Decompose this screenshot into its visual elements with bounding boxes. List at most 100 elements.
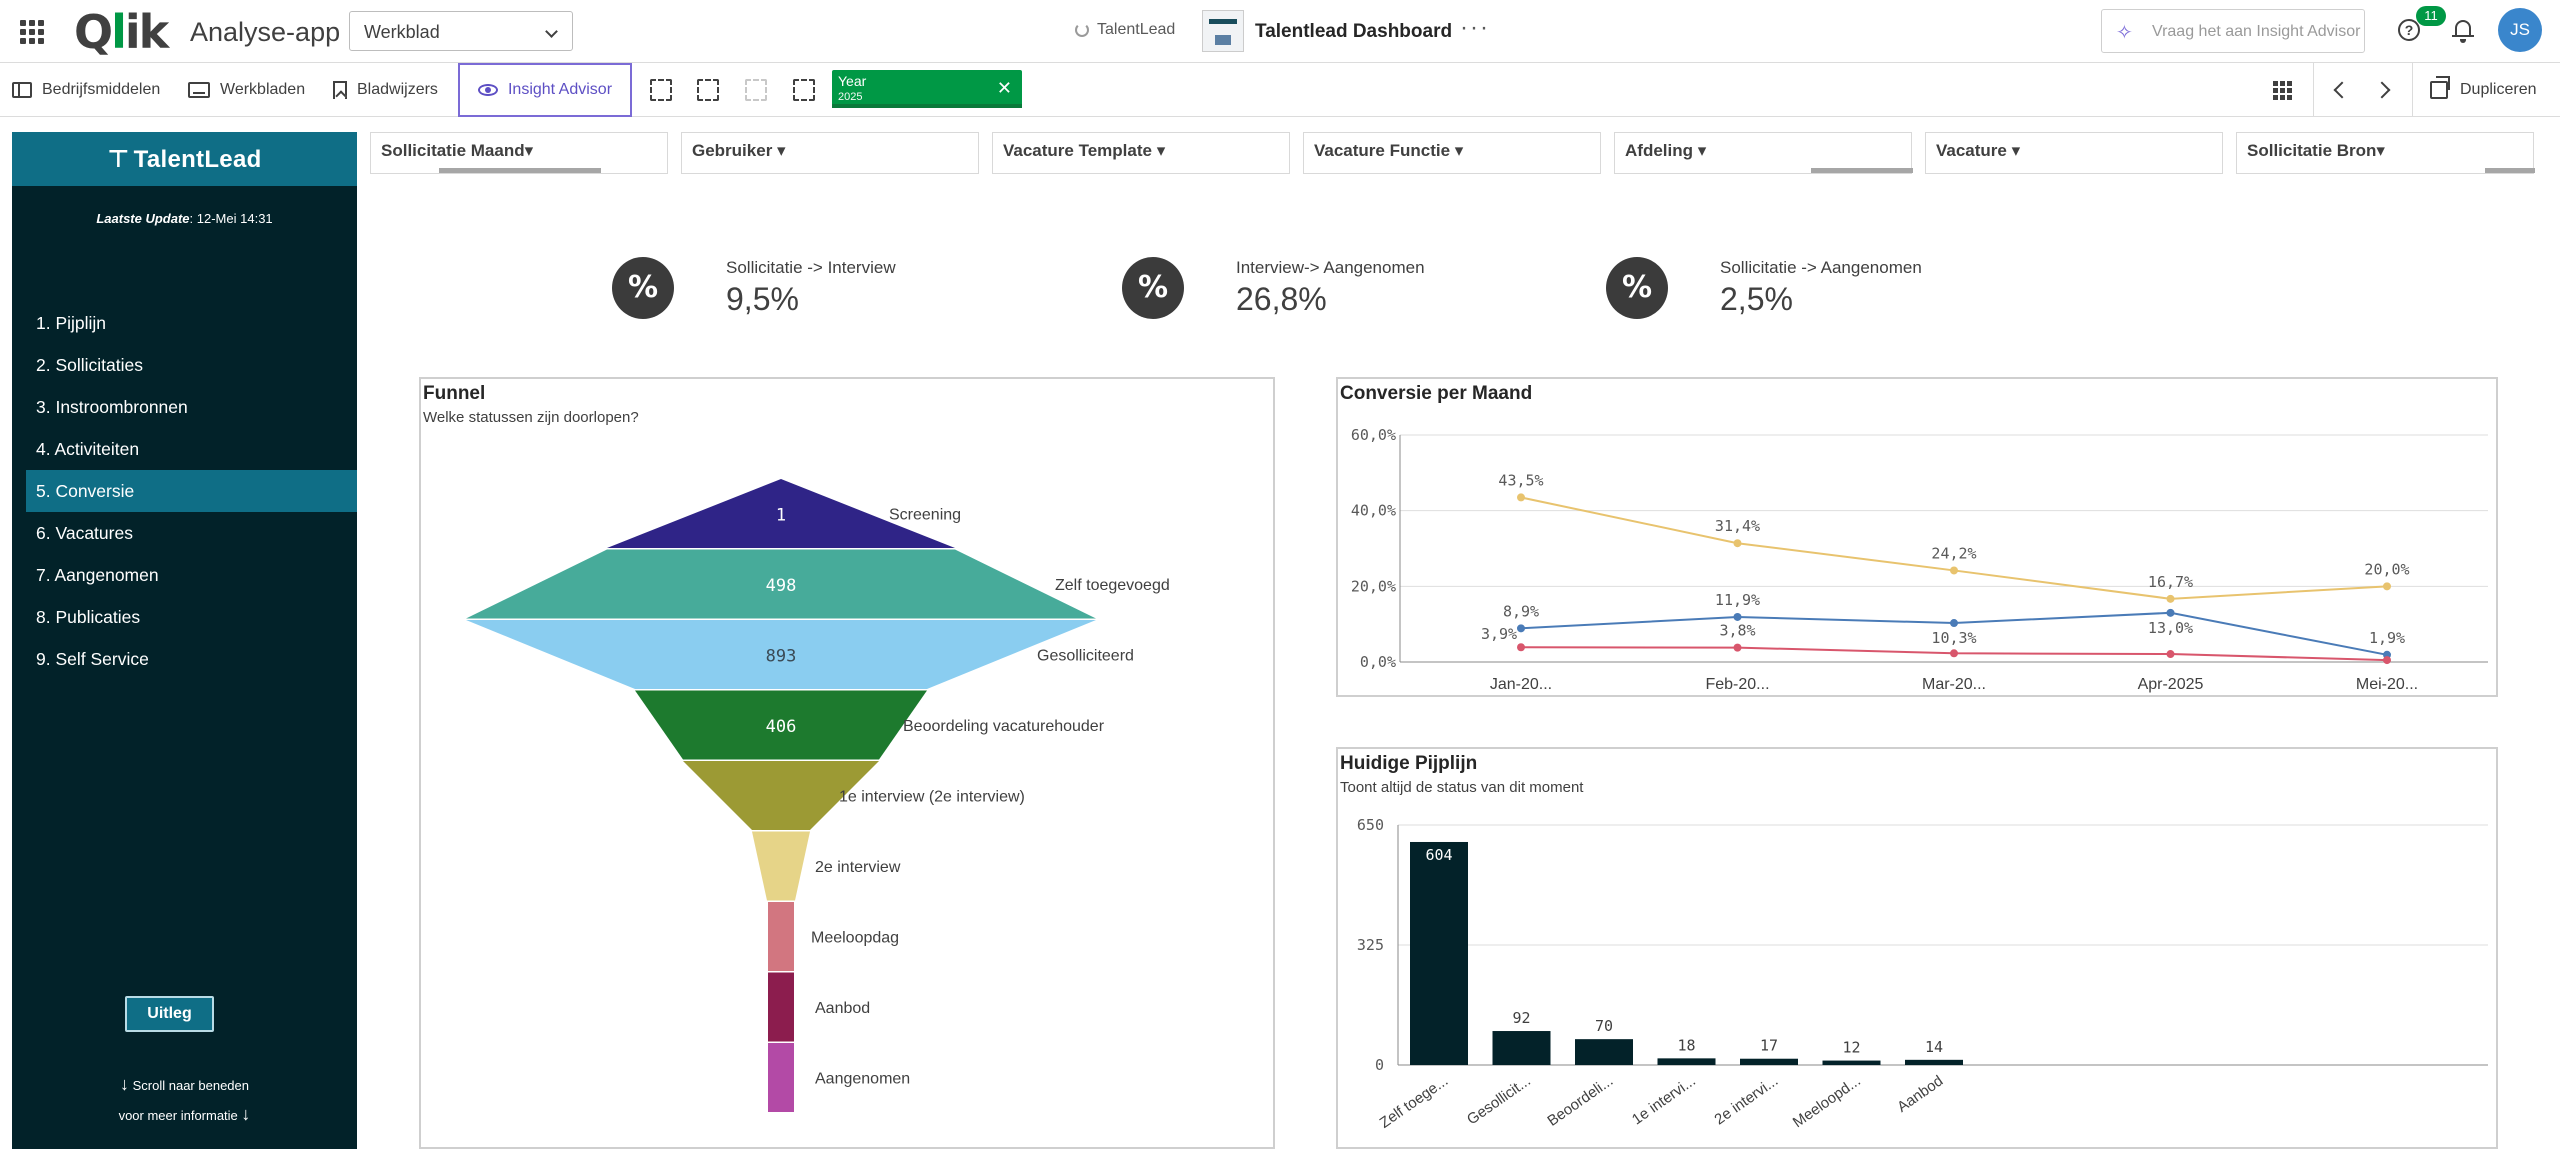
conversion-panel[interactable]: Conversie per Maand 60,0% 40,0% 20,0% 0,0% J… (1336, 377, 2498, 697)
filter-scrollbar[interactable] (439, 168, 601, 173)
clear-selections-icon[interactable] (793, 79, 815, 101)
duplicate-icon (2430, 76, 2450, 99)
kpi-label: Interview-> Aangenomen (1236, 258, 1425, 277)
bar[interactable] (1740, 1058, 1798, 1065)
qlik-logo[interactable]: Qlik (74, 5, 169, 59)
sidebar-item-9[interactable]: 9. Self Service (36, 649, 149, 669)
bar[interactable] (1410, 841, 1468, 1065)
data-point[interactable] (2166, 594, 2175, 603)
funnel-segment[interactable] (466, 620, 1096, 689)
bookmark-icon (333, 81, 347, 99)
filter-pane-6[interactable]: Vacature ▾ (1925, 132, 2223, 174)
data-point[interactable] (1517, 624, 1525, 633)
y-tick-label: 0,0% (1360, 653, 1396, 671)
data-label: 16,7% (2148, 573, 2193, 591)
sidebar-item-4[interactable]: 4. Activiteiten (36, 439, 140, 459)
sidebar-item-7[interactable]: 7. Aangenomen (36, 565, 159, 585)
pipeline-bar-chart[interactable]: 650 325 0 604 Zelf toege... 92 Gesollicit... 70… (1338, 749, 2496, 1147)
pipeline-subtitle: Toont altijd de status van dit moment (1340, 779, 1584, 796)
funnel-panel[interactable]: Funnel Welke statussen zijn doorlopen? 1… (419, 377, 1275, 1149)
panel-icon (12, 82, 32, 98)
funnel-segment[interactable] (683, 761, 879, 830)
pipeline-panel[interactable]: Huidige Pijplijn Toont altijd de status … (1336, 747, 2498, 1149)
sidebar-item-5[interactable]: 5. Conversie (26, 470, 357, 512)
funnel-segment[interactable] (768, 1043, 794, 1112)
sidebar-item-6[interactable]: 6. Vacatures (36, 523, 133, 543)
data-point[interactable] (1950, 566, 1958, 575)
data-point[interactable] (1733, 643, 1742, 652)
insight-advisor-search[interactable]: ✧ Vraag het aan Insight Advisor (2101, 9, 2365, 53)
data-point[interactable] (2383, 582, 2391, 591)
data-point[interactable] (2383, 656, 2391, 665)
bar[interactable] (1492, 1031, 1551, 1065)
funnel-segment[interactable] (607, 479, 955, 548)
sidebar-item-2[interactable]: 2. Sollicitaties (36, 355, 143, 375)
app-launcher-icon[interactable] (20, 20, 44, 44)
user-avatar[interactable]: JS (2498, 8, 2542, 52)
bar[interactable] (1657, 1058, 1716, 1065)
selection-chip-year[interactable]: Year 2025 ✕ (832, 70, 1022, 108)
funnel-segment[interactable] (768, 902, 794, 971)
insight-advisor-button[interactable]: Insight Advisor (458, 63, 632, 117)
data-point[interactable] (1733, 539, 1742, 548)
data-point[interactable] (2166, 608, 2175, 617)
next-sheet-button[interactable] (2373, 63, 2391, 117)
duplicate-button[interactable]: Dupliceren (2430, 63, 2536, 117)
funnel-stage-label: Aangenomen (815, 1070, 910, 1087)
filter-pane-5[interactable]: Afdeling ▾ (1614, 132, 1913, 174)
previous-sheet-button[interactable] (2333, 63, 2351, 117)
funnel-segment[interactable] (635, 690, 927, 760)
sidebar-item-3[interactable]: 3. Instroombronnen (36, 397, 188, 417)
uitleg-button[interactable]: Uitleg (125, 996, 214, 1032)
filter-pane-7[interactable]: Sollicitatie Bron▾ (2236, 132, 2535, 174)
bookmarks-button[interactable]: Bladwijzers (333, 63, 438, 117)
sheet-mode-select[interactable]: Werkblad (349, 11, 573, 51)
funnel-segment[interactable] (752, 831, 810, 901)
data-point[interactable] (1950, 619, 1958, 628)
more-options-icon[interactable]: ··· (1460, 14, 1490, 41)
data-point[interactable] (1950, 649, 1958, 658)
filter-pane-3[interactable]: Vacature Template ▾ (992, 132, 1290, 174)
help-icon[interactable]: ? (2398, 19, 2420, 41)
step-forward-icon (745, 79, 767, 101)
bar[interactable] (1575, 1039, 1633, 1065)
filter-pane-2[interactable]: Gebruiker ▾ (681, 132, 979, 174)
insight-advisor-label: Insight Advisor (507, 81, 613, 98)
data-point[interactable] (1517, 493, 1525, 502)
bar[interactable] (1822, 1060, 1881, 1065)
sheets-button[interactable]: Werkbladen (188, 63, 305, 117)
filter-pane-1[interactable]: Sollicitatie Maand▾ (370, 132, 668, 174)
funnel-title: Funnel (423, 383, 486, 404)
funnel-value: 498 (766, 576, 797, 596)
data-label: 31,4% (1715, 517, 1760, 535)
data-point[interactable] (2166, 650, 2175, 659)
filter-scrollbar[interactable] (2485, 168, 2535, 173)
assets-button[interactable]: Bedrijfsmiddelen (12, 63, 160, 117)
sidebar-item-8[interactable]: 8. Publicaties (36, 607, 141, 627)
conversion-line-chart[interactable]: 60,0% 40,0% 20,0% 0,0% Jan-20... Feb-20... Mar… (1338, 379, 2496, 695)
percent-icon: % (612, 257, 674, 319)
sheet-mode-value: Werkblad (364, 22, 440, 42)
funnel-chart[interactable]: 1 Screening 498 Zelf toegevoegd 893 Gesollici… (421, 379, 1273, 1147)
step-back-icon[interactable] (697, 79, 719, 101)
bar[interactable] (1905, 1059, 1963, 1065)
sidebar-item-1[interactable]: 1. Pijplijn (36, 313, 107, 333)
funnel-stage-label: 1e interview (2e interview) (839, 788, 1025, 805)
data-point[interactable] (1517, 643, 1525, 652)
kpi-value: 2,5% (1720, 281, 1793, 317)
data-point[interactable] (1733, 612, 1742, 621)
chevron-left-icon (2333, 81, 2351, 99)
funnel-segment[interactable] (466, 549, 1096, 619)
close-icon[interactable]: ✕ (996, 78, 1012, 98)
funnel-segment[interactable] (768, 972, 794, 1042)
bell-icon[interactable] (2451, 18, 2475, 44)
eye-icon (477, 84, 498, 96)
sheet-grid-button[interactable] (2273, 63, 2293, 117)
top-bar: Qlik Analyse-app Werkblad TalentLead Tal… (0, 0, 2560, 63)
x-tick-label: 1e intervi... (1629, 1072, 1699, 1128)
bar-value-label: 604 (1425, 846, 1452, 864)
filter-scrollbar[interactable] (1811, 168, 1913, 173)
search-selections-icon[interactable] (650, 79, 672, 101)
filter-pane-4[interactable]: Vacature Functie ▾ (1303, 132, 1601, 174)
sheets-icon (188, 82, 210, 98)
